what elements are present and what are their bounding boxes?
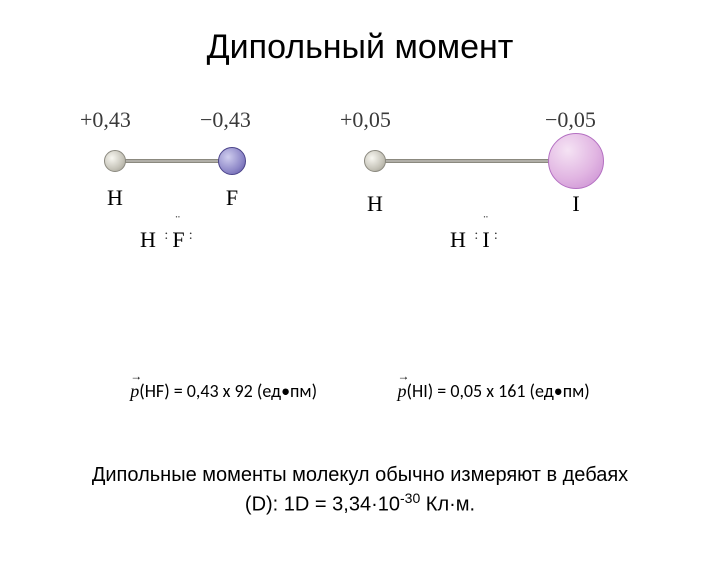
hi-atom-i bbox=[548, 133, 604, 189]
hi-lewis: H : ¨ I : bbox=[450, 227, 490, 253]
hi-charge-left: +0,05 bbox=[340, 107, 391, 133]
footnote-line2-post: Кл·м. bbox=[420, 494, 475, 516]
hi-lewis-i: : ¨ I : bbox=[482, 227, 489, 253]
hi-charge-right: −0,05 bbox=[545, 107, 596, 133]
formula-hi-text: (HI) = 0,05 x 161 (ед•пм) bbox=[407, 380, 590, 402]
formula-hf: p(HF) = 0,43 x 92 (ед•пм) bbox=[130, 380, 317, 402]
page-title: Дипольный момент bbox=[0, 28, 720, 67]
formula-hi: p(HI) = 0,05 x 161 (ед•пм) bbox=[398, 380, 590, 402]
formula-hf-text: (HF) = 0,43 x 92 (ед•пм) bbox=[139, 380, 317, 402]
footnote-line2-pre: (D): 1D = 3,34·10 bbox=[245, 494, 400, 516]
hf-lewis-f-sym: F bbox=[172, 227, 184, 252]
hf-label-h: H bbox=[104, 185, 126, 211]
footnote-line2-exp: -30 bbox=[400, 490, 420, 506]
p-vector-hi: p bbox=[398, 381, 407, 402]
hf-atom-h bbox=[104, 150, 126, 172]
hf-lewis-f: : ¨ F : bbox=[172, 227, 184, 253]
p-vector-hf: p bbox=[130, 381, 139, 402]
footnote-line2: (D): 1D = 3,34·10-30 Кл·м. bbox=[80, 489, 640, 519]
formula-row: p(HF) = 0,43 x 92 (ед•пм) p(HI) = 0,05 x… bbox=[0, 380, 720, 402]
hf-charge-right: −0,43 bbox=[200, 107, 251, 133]
hi-label-i: I bbox=[562, 191, 590, 217]
footnote: Дипольные моменты молекул обычно измеряю… bbox=[0, 462, 720, 519]
hf-charge-left: +0,43 bbox=[80, 107, 131, 133]
hi-lewis-h: H bbox=[450, 227, 466, 252]
hi-atom-h bbox=[364, 150, 386, 172]
dipole-diagram: +0,43 −0,43 H F H : ¨ F : +0,05 −0,05 H … bbox=[80, 107, 640, 337]
hi-bond bbox=[374, 159, 574, 163]
hf-lewis-h: H bbox=[140, 227, 156, 252]
hf-atom-f bbox=[218, 147, 246, 175]
hf-bond bbox=[114, 159, 224, 163]
hf-lewis: H : ¨ F : bbox=[140, 227, 185, 253]
hi-lewis-i-sym: I bbox=[482, 227, 489, 252]
hi-label-h: H bbox=[364, 191, 386, 217]
hf-label-f: F bbox=[218, 185, 246, 211]
footnote-line1: Дипольные моменты молекул обычно измеряю… bbox=[80, 462, 640, 489]
